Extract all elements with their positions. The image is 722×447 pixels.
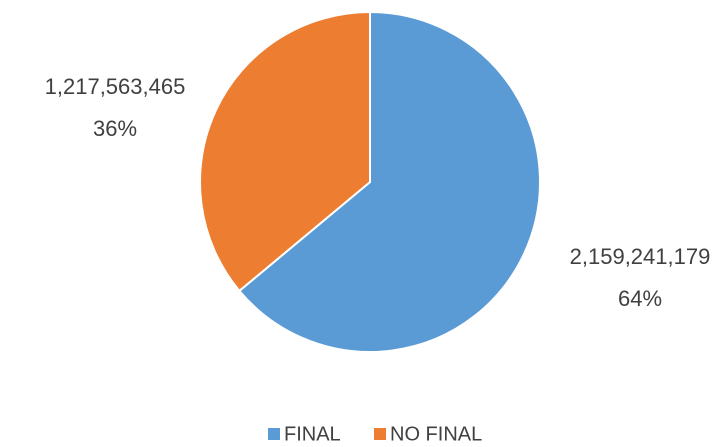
legend-swatch [268,428,280,440]
value-label: 1,217,563,465 [45,74,186,99]
percent-label: 36% [93,116,137,141]
legend: FINAL NO FINAL [268,423,482,445]
legend-label: NO FINAL [390,423,482,445]
legend-label: FINAL [284,423,341,445]
legend-swatch [374,428,386,440]
chart: 2,159,241,179 64% 1,217,563,465 36% FINAL NO … [0,0,722,447]
percent-label: 64% [618,286,662,311]
value-label: 2,159,241,179 [570,244,711,269]
